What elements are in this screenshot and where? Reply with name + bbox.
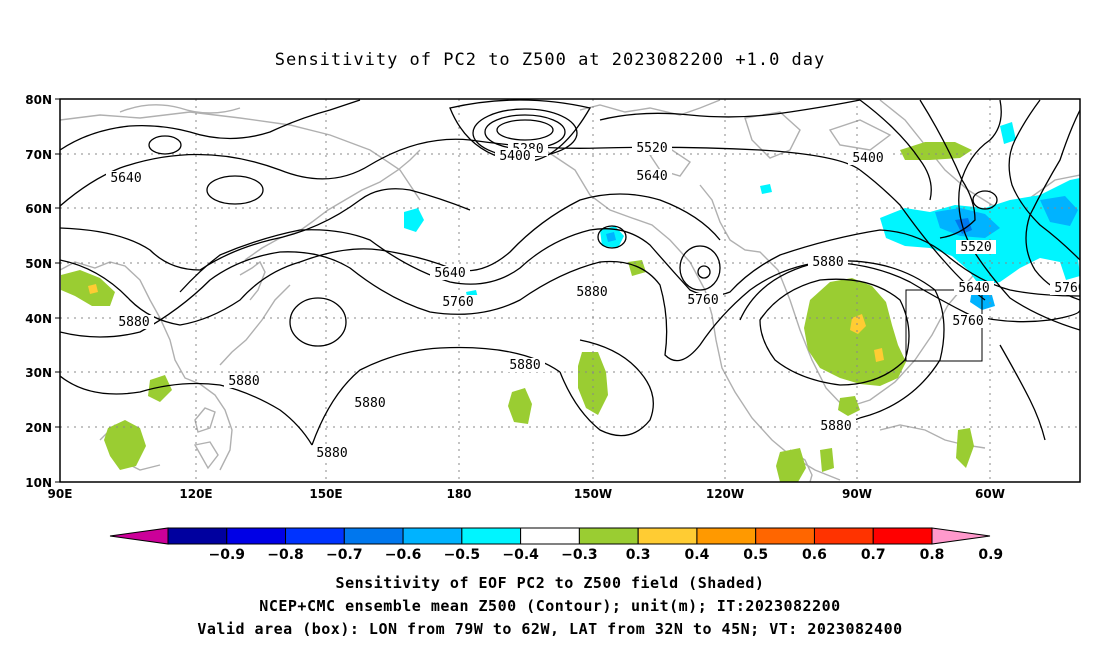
contour-label-bg [683, 293, 723, 307]
contour-label-bg [495, 149, 535, 163]
footer-line-2: NCEP+CMC ensemble mean Z500 (Contour); u… [259, 597, 841, 615]
contour-label-bg [816, 419, 856, 433]
sensitivity-shading [61, 122, 1080, 482]
lon-label-3: 180 [446, 487, 471, 501]
lon-label-5: 120W [706, 487, 744, 501]
lon-label-0: 90E [48, 487, 73, 501]
contour-label: 5880 [228, 374, 259, 389]
contour-label: 5400 [499, 149, 530, 164]
colorbar-swatch-1 [226, 527, 287, 545]
colorbar-swatch-0 [167, 527, 228, 545]
colorbar-label-7: 0.3 [626, 547, 651, 563]
colorbar-label-0: −0.9 [209, 547, 246, 563]
contour-label: 5880 [576, 285, 607, 300]
contour-label: 5880 [354, 396, 385, 411]
lat-label-7: 10N [25, 476, 52, 490]
lat-label-3: 50N [25, 257, 52, 271]
colorbar-label-4: −0.5 [444, 547, 481, 563]
colorbar-label-12: 0.8 [920, 547, 945, 563]
lon-label-7: 60W [975, 487, 1005, 501]
contour-label: 5880 [509, 358, 540, 373]
contour-label-bg [438, 295, 478, 309]
chart-title: Sensitivity of PC2 to Z500 at 2023082200… [274, 50, 826, 70]
colorbar-swatch-7 [578, 527, 639, 545]
colorbar-swatch-11 [813, 527, 874, 545]
colorbar-label-6: −0.3 [561, 547, 598, 563]
colorbar-label-10: 0.6 [802, 547, 827, 563]
colorbar-high-arrow [931, 527, 991, 545]
colorbar-swatch-10 [755, 527, 815, 545]
colorbar: −0.9 −0.8 −0.7 −0.6 −0.5 −0.4 −0.3 0.3 0.4 0.5 0.6… [109, 527, 1003, 563]
contour-label-bg [224, 374, 264, 388]
latitude-labels: 80N 70N 60N 50N 40N 30N 20N 10N [25, 93, 60, 490]
colorbar-label-2: −0.7 [326, 547, 363, 563]
contour-label: 5520 [636, 141, 667, 156]
contour-label-bg [430, 266, 470, 280]
lat-label-0: 80N [25, 93, 52, 107]
contour-label-bg [848, 151, 888, 165]
footer-line-3: Valid area (box): LON from 79W to 62W, L… [197, 620, 903, 638]
contour-labels: 5280540055205640540056405640576058805880… [106, 141, 1085, 461]
contour-label: 5760 [687, 293, 718, 308]
lon-label-6: 90W [842, 487, 872, 501]
colorbar-swatch-2 [285, 527, 345, 545]
contour-label: 5880 [316, 446, 347, 461]
contour-label: 5760 [442, 295, 473, 310]
contour-label-bg [572, 285, 612, 299]
contour-label: 5880 [820, 419, 851, 434]
contour-label-bg [114, 315, 154, 329]
lat-label-6: 20N [25, 421, 52, 435]
colorbar-label-8: 0.4 [685, 547, 710, 563]
colorbar-swatch-4 [402, 527, 463, 545]
contour-label-bg [505, 358, 545, 372]
contour-label-bg [956, 240, 996, 254]
colorbar-swatch-3 [343, 527, 404, 545]
contour-label: 5640 [636, 169, 667, 184]
contour-label-bg [954, 281, 994, 295]
colorbar-label-13: 0.9 [978, 547, 1003, 563]
contour-label: 5760 [1054, 281, 1085, 296]
longitude-labels: 90E 120E 150E 180 150W 120W 90W 60W [48, 487, 1005, 501]
contour-label: 5880 [118, 315, 149, 330]
colorbar-swatch-12 [872, 527, 933, 545]
colorbar-label-9: 0.5 [743, 547, 768, 563]
z500-contours [60, 99, 1080, 446]
contour-label-bg [808, 255, 848, 269]
contour-label: 5880 [812, 255, 843, 270]
lon-label-1: 120E [179, 487, 212, 501]
colorbar-label-3: −0.6 [385, 547, 422, 563]
contour-label-bg [948, 314, 988, 328]
map-frame [59, 98, 1081, 483]
lat-label-2: 60N [25, 202, 52, 216]
contour-label-bg [1050, 281, 1080, 295]
contour-label: 5400 [852, 151, 883, 166]
contour-label-bg [632, 141, 672, 155]
contour-label-bg [106, 171, 146, 185]
lon-label-4: 150W [574, 487, 612, 501]
lon-label-2: 150E [309, 487, 342, 501]
colorbar-label-5: −0.4 [502, 547, 539, 563]
contour-label: 5520 [960, 240, 991, 255]
contour-label-bg [632, 169, 672, 183]
colorbar-swatch-9 [696, 527, 757, 545]
lat-label-4: 40N [25, 312, 52, 326]
colorbar-swatch-5 [461, 527, 522, 545]
colorbar-low-arrow [109, 527, 169, 545]
contour-label: 5760 [952, 314, 983, 329]
colorbar-swatch-8 [637, 527, 698, 545]
map-plot-area: 5280540055205640540056405640576058805880… [60, 99, 1085, 482]
colorbar-label-1: −0.8 [267, 547, 304, 563]
colorbar-label-11: 0.7 [861, 547, 886, 563]
contour-label: 5640 [958, 281, 989, 296]
footer-line-1: Sensitivity of EOF PC2 to Z500 field (Sh… [335, 574, 765, 592]
colorbar-swatch-6 [520, 527, 580, 545]
lat-label-5: 30N [25, 366, 52, 380]
contour-label-bg [350, 396, 390, 410]
contour-label: 5640 [434, 266, 465, 281]
contour-label-bg [312, 446, 352, 460]
lat-label-1: 70N [25, 148, 52, 162]
contour-label: 5640 [110, 171, 141, 186]
